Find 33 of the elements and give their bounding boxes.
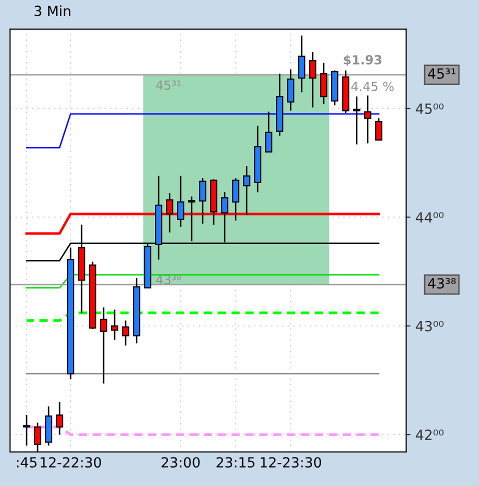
annotation: 45³¹ <box>156 80 181 90</box>
candlestick <box>56 401 64 436</box>
x-tick-label: 12-22:30 <box>40 457 102 468</box>
candlestick <box>320 62 328 105</box>
candlestick <box>199 177 206 224</box>
x-tick-label: :45 <box>17 457 37 468</box>
annotation: 4.45 % <box>351 82 394 92</box>
x-tick-label: 23:00 <box>162 457 200 468</box>
candlestick <box>232 177 240 222</box>
annotation: 43³⁸ <box>156 274 182 284</box>
chart-title: 3 Min <box>34 5 70 16</box>
candlestick <box>364 94 372 144</box>
x-tick-label: 23:15 <box>216 457 254 468</box>
candlestick <box>243 165 250 216</box>
x-tick-label: 12-23:30 <box>260 457 322 468</box>
candlestick <box>22 414 30 446</box>
y-tick-label: 43⁰⁰ <box>416 320 444 332</box>
candlestick <box>177 175 184 228</box>
ref-line-label: 43³⁸ <box>428 278 456 289</box>
candlestick <box>287 68 294 112</box>
ref-line-label: 45³¹ <box>428 68 456 79</box>
candlestick <box>111 308 118 341</box>
y-tick-label: 45⁰⁰ <box>416 103 444 114</box>
candlestick <box>265 111 272 153</box>
candlestick <box>375 118 382 141</box>
candlestick <box>100 306 108 384</box>
candlestick <box>353 96 360 146</box>
candlestick <box>298 34 306 93</box>
y-tick-label: 44⁰⁰ <box>416 212 444 222</box>
candlestick <box>309 51 316 108</box>
annotation: $1.93 <box>344 54 382 66</box>
candlestick <box>122 320 130 346</box>
y-tick-label: 42⁰⁰ <box>416 430 444 440</box>
